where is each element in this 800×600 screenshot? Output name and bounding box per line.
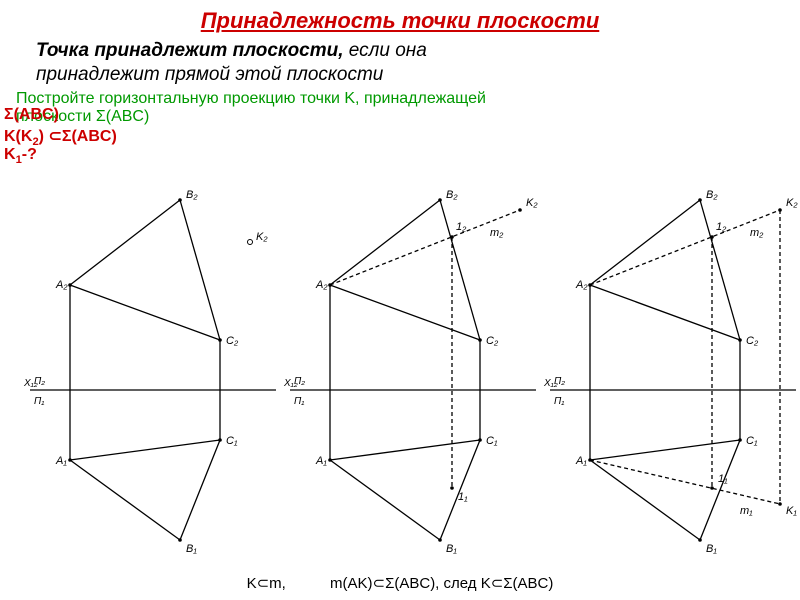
svg-text:П₁: П₁ xyxy=(554,396,564,407)
definition-rest: если она xyxy=(344,40,427,61)
svg-text:B₂: B₂ xyxy=(706,189,718,201)
svg-text:1₂: 1₂ xyxy=(456,221,467,233)
svg-text:X₁₂: X₁₂ xyxy=(543,378,558,389)
given-k: K(K2) ⊂Σ(ABC) xyxy=(4,126,117,148)
svg-text:B₂: B₂ xyxy=(446,189,458,201)
svg-text:П₁: П₁ xyxy=(34,396,44,407)
svg-text:C₂: C₂ xyxy=(486,335,499,347)
page-title: Принадлежность точки плоскости xyxy=(0,8,800,34)
find-k1: K1-? xyxy=(4,146,37,166)
svg-text:A₂: A₂ xyxy=(315,279,328,291)
given-sigma: Σ(ABС) xyxy=(4,106,59,124)
svg-text:П₁: П₁ xyxy=(294,396,304,407)
svg-text:C₁: C₁ xyxy=(226,435,238,447)
svg-text:C₂: C₂ xyxy=(226,335,239,347)
diagrams-svg: П₂П₁X₁₂A₂B₂C₂A₁B₁C₁K₂П₂П₁X₁₂1₁1₂A₂B₂C₂A₁… xyxy=(0,180,800,560)
definition-bold: Точка принадлежит плоскости, xyxy=(36,40,344,61)
definition-line-2: принадлежит прямой этой плоскости xyxy=(36,64,383,86)
slide: Принадлежность точки плоскости Точка при… xyxy=(0,0,800,600)
svg-text:1₁: 1₁ xyxy=(718,473,728,485)
svg-text:B₁: B₁ xyxy=(706,543,717,555)
svg-text:m₁: m₁ xyxy=(740,505,753,517)
svg-text:m₂: m₂ xyxy=(750,227,764,239)
svg-text:A₁: A₁ xyxy=(315,455,327,467)
svg-text:1₁: 1₁ xyxy=(458,491,468,503)
svg-text:A₂: A₂ xyxy=(55,279,68,291)
svg-text:A₁: A₁ xyxy=(575,455,587,467)
footer-part1: K⊂m, xyxy=(247,575,286,592)
footer-part2: m(AK)⊂Σ(ABC), след K⊂Σ(ABC) xyxy=(330,575,553,592)
svg-text:X₁₂: X₁₂ xyxy=(23,378,38,389)
svg-text:C₁: C₁ xyxy=(746,435,758,447)
svg-text:1₂: 1₂ xyxy=(716,221,727,233)
svg-text:m₂: m₂ xyxy=(490,227,504,239)
svg-text:A₁: A₁ xyxy=(55,455,67,467)
svg-text:K₂: K₂ xyxy=(786,197,798,209)
svg-text:A₂: A₂ xyxy=(575,279,588,291)
svg-text:C₁: C₁ xyxy=(486,435,498,447)
svg-text:C₂: C₂ xyxy=(746,335,759,347)
svg-text:X₁₂: X₁₂ xyxy=(283,378,298,389)
task-text-1: Постройте горизонтальную проекцию точки … xyxy=(16,90,486,108)
svg-text:B₁: B₁ xyxy=(186,543,197,555)
definition-line-1: Точка принадлежит плоскости, если она xyxy=(36,40,427,62)
svg-text:B₁: B₁ xyxy=(446,543,457,555)
footer-formula: K⊂m, m(AK)⊂Σ(ABC), след K⊂Σ(ABC) xyxy=(0,574,800,592)
svg-text:K₂: K₂ xyxy=(256,231,268,243)
svg-text:K₁: K₁ xyxy=(786,505,797,517)
svg-text:B₂: B₂ xyxy=(186,189,198,201)
svg-text:K₂: K₂ xyxy=(526,197,538,209)
diagram-row: П₂П₁X₁₂A₂B₂C₂A₁B₁C₁K₂П₂П₁X₁₂1₁1₂A₂B₂C₂A₁… xyxy=(0,180,800,560)
